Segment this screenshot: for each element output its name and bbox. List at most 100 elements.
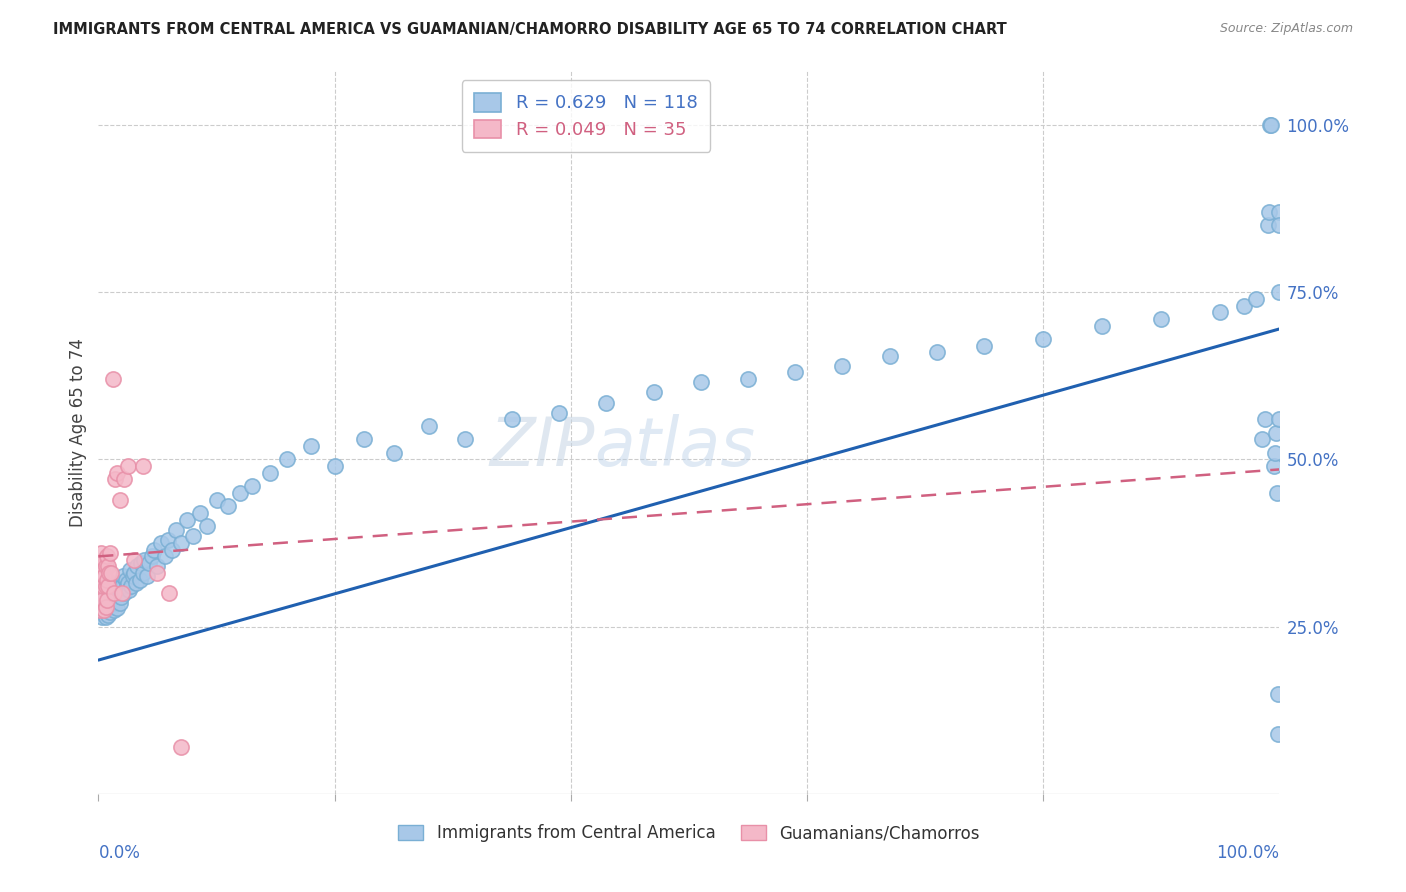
Point xyxy=(91,599,114,614)
Point xyxy=(91,586,114,600)
Text: IMMIGRANTS FROM CENTRAL AMERICA VS GUAMANIAN/CHAMORRO DISABILITY AGE 65 TO 74 CO: IMMIGRANTS FROM CENTRAL AMERICA VS GUAMA… xyxy=(53,22,1007,37)
Point xyxy=(259,466,281,480)
Point xyxy=(93,603,115,617)
Point xyxy=(176,512,198,526)
Point xyxy=(153,549,176,564)
Point xyxy=(453,433,475,447)
Point xyxy=(104,473,127,487)
Point xyxy=(138,556,160,570)
Point xyxy=(689,376,711,390)
Point xyxy=(1209,305,1232,319)
Point xyxy=(1268,412,1291,426)
Point xyxy=(1257,205,1279,219)
Point xyxy=(112,586,135,600)
Point xyxy=(98,580,121,594)
Point xyxy=(121,569,143,583)
Point xyxy=(134,553,156,567)
Point xyxy=(89,586,111,600)
Point xyxy=(96,590,118,604)
Point xyxy=(205,492,228,507)
Point xyxy=(276,452,298,467)
Point xyxy=(94,590,117,604)
Point xyxy=(112,473,135,487)
Point xyxy=(1268,285,1291,300)
Point xyxy=(108,582,131,597)
Point xyxy=(142,542,165,557)
Point xyxy=(94,599,117,614)
Point xyxy=(195,519,218,533)
Text: Source: ZipAtlas.com: Source: ZipAtlas.com xyxy=(1219,22,1353,36)
Point xyxy=(132,566,155,581)
Point xyxy=(91,559,114,574)
Point xyxy=(1268,219,1291,233)
Point xyxy=(1150,312,1173,326)
Point xyxy=(98,590,121,604)
Point xyxy=(1267,687,1289,701)
Point xyxy=(103,590,125,604)
Text: atlas: atlas xyxy=(595,414,755,480)
Point xyxy=(97,580,120,594)
Point xyxy=(121,580,143,594)
Point xyxy=(643,385,665,400)
Point xyxy=(382,446,405,460)
Point xyxy=(170,536,193,550)
Y-axis label: Disability Age 65 to 74: Disability Age 65 to 74 xyxy=(69,338,87,527)
Point xyxy=(103,603,125,617)
Point xyxy=(105,586,128,600)
Point xyxy=(110,590,132,604)
Point xyxy=(90,546,112,560)
Point xyxy=(595,395,617,409)
Point xyxy=(129,556,152,570)
Point xyxy=(103,586,125,600)
Point xyxy=(132,459,155,474)
Point xyxy=(94,609,117,624)
Point xyxy=(98,593,121,607)
Point xyxy=(150,536,173,550)
Point xyxy=(91,573,114,587)
Point xyxy=(127,559,149,574)
Point xyxy=(135,569,157,583)
Point xyxy=(128,573,150,587)
Point xyxy=(122,553,145,567)
Point xyxy=(112,569,135,583)
Point xyxy=(181,529,204,543)
Point xyxy=(89,603,111,617)
Point xyxy=(501,412,523,426)
Point xyxy=(117,576,139,591)
Point xyxy=(93,603,115,617)
Point xyxy=(93,553,115,567)
Point xyxy=(96,573,118,587)
Point xyxy=(299,439,322,453)
Point xyxy=(108,596,131,610)
Point xyxy=(1264,425,1286,440)
Point xyxy=(98,601,121,615)
Text: 0.0%: 0.0% xyxy=(98,845,141,863)
Point xyxy=(146,566,169,581)
Point xyxy=(125,576,148,591)
Point xyxy=(96,580,118,594)
Point xyxy=(107,576,129,591)
Point xyxy=(831,359,853,373)
Point xyxy=(118,582,141,597)
Point xyxy=(91,609,114,624)
Point xyxy=(229,485,252,500)
Point xyxy=(91,582,114,597)
Point xyxy=(111,586,134,600)
Point xyxy=(97,593,120,607)
Point xyxy=(108,492,131,507)
Point xyxy=(1265,485,1288,500)
Point xyxy=(1032,332,1054,346)
Point xyxy=(418,419,440,434)
Point xyxy=(1257,219,1279,233)
Point xyxy=(1268,205,1291,219)
Point xyxy=(98,605,121,619)
Point xyxy=(925,345,948,359)
Point xyxy=(91,580,114,594)
Point xyxy=(104,596,127,610)
Point xyxy=(94,559,117,574)
Point xyxy=(240,479,263,493)
Point xyxy=(105,581,128,595)
Point xyxy=(100,599,122,614)
Point xyxy=(90,580,112,594)
Point xyxy=(93,582,115,597)
